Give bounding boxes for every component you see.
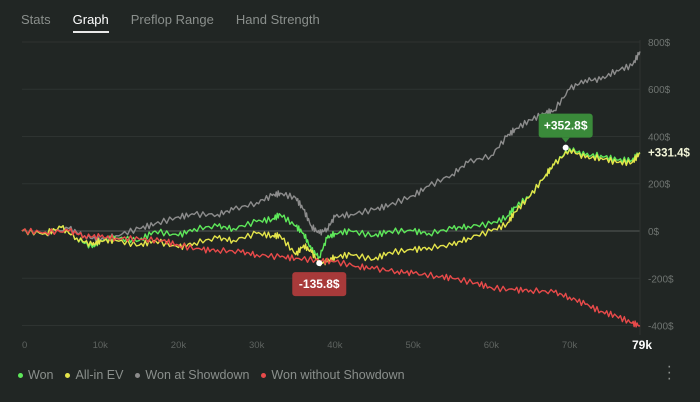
legend-won[interactable]: Won [18, 368, 53, 382]
legend-label: All-in EV [75, 368, 124, 382]
legend-label: Won [28, 368, 54, 382]
legend-dot [65, 372, 71, 378]
more-vertical-icon[interactable]: · · · [666, 358, 672, 387]
annotation-label: +352.8$ [544, 119, 588, 133]
y-tick-label: 800$ [648, 38, 671, 49]
tab-hand-strength[interactable]: Hand Strength [235, 12, 320, 27]
series-line-won-at-showdown [21, 51, 641, 243]
x-tick-label: 10k [93, 340, 109, 351]
annotation-box [292, 272, 347, 297]
series-line-won [21, 147, 641, 260]
legend-dot [135, 372, 141, 378]
x-tick-label: 20k [171, 340, 187, 351]
annotation-box [538, 113, 593, 138]
legend-label: Won without Showdown [271, 368, 405, 382]
tab-preflop-range[interactable]: Preflop Range [130, 12, 214, 27]
tab-stats[interactable]: Stats [21, 12, 51, 27]
y-tick-label: 200$ [648, 180, 671, 191]
tab-graph[interactable]: Graph [72, 12, 109, 33]
legend-won-at-showdown[interactable]: Won at Showdown [135, 368, 249, 382]
x-tick-label: 40k [327, 340, 343, 351]
y-tick-label: 400$ [648, 132, 671, 143]
end-value-label: +331.4$ [648, 148, 690, 160]
legend-dot [18, 372, 23, 378]
y-tick-label: -400$ [648, 322, 674, 333]
legend-all-in-ev[interactable]: All-in EV [65, 368, 123, 382]
tab-bar: Stats Graph Preflop Range Hand Strength [21, 12, 320, 33]
legend-label: Won at Showdown [145, 368, 250, 382]
x-tick-label: 70k [562, 340, 578, 351]
x-tick-label: 30k [249, 340, 265, 351]
x-tick-label: 0 [22, 340, 27, 351]
annotation-label: -135.8$ [299, 277, 340, 291]
profit-graph: 800$ 600$ 400$ 200$ 0$ -200$ -400$ 0 10k 20k 30k 40… [21, 38, 690, 352]
annotation-marker [316, 260, 323, 267]
x-end-label: 79k [632, 338, 652, 352]
x-tick-label: 60k [484, 340, 500, 351]
legend: Won All-in EV Won at Showdown Won withou… [18, 368, 405, 382]
series-line-won-without-showdown [21, 227, 641, 328]
y-tick-label: 600$ [648, 85, 671, 96]
legend-won-without-showdown[interactable]: Won without Showdown [261, 368, 405, 382]
y-tick-label: -200$ [648, 274, 674, 285]
annotation-marker [562, 144, 569, 151]
annotation-pointer [561, 137, 570, 143]
y-tick-label: 0$ [648, 227, 660, 238]
legend-dot [261, 372, 267, 378]
series-line-all-in-ev [21, 148, 641, 267]
x-tick-label: 50k [405, 340, 421, 351]
